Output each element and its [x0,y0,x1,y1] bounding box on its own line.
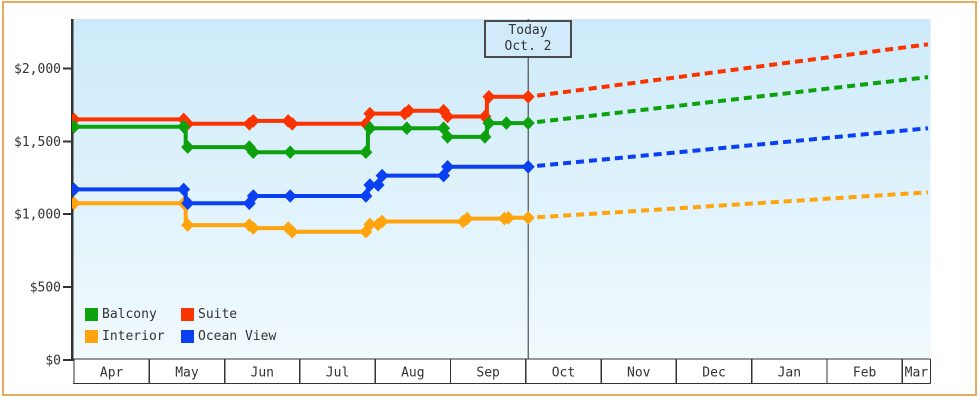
series-ocean-view-point [242,196,256,211]
series-ocean-view-point [72,182,81,197]
chart-legend: Balcony Suite Interior Ocean View [85,307,276,351]
y-tick-label: $1,000 [14,208,61,223]
series-suite-point [363,106,377,121]
series-ocean-view-point [363,178,377,192]
series-balcony-point [478,130,492,144]
series-balcony-forecast [536,75,929,124]
legend-swatch-icon [85,330,98,343]
series-suite-line [74,94,529,126]
series-suite-point [441,109,455,124]
series-balcony-point [181,140,195,154]
series-interior-point [501,211,515,225]
series-ocean-view-point [375,168,389,183]
legend-label: Balcony [102,307,157,322]
legend-item-balcony: Balcony [85,307,181,322]
series-balcony-point [359,145,373,159]
series-ocean-view-point [359,189,373,203]
month-label-feb: Feb [853,366,877,381]
series-interior-point [72,196,81,211]
series-balcony-point [363,121,377,135]
series-balcony-point [246,145,260,159]
today-label: Today [508,23,548,38]
legend-row: Interior Ocean View [85,329,276,344]
month-label-aug: Aug [401,366,424,381]
series-ocean-view-point [177,182,191,197]
y-tick-label: $500 [30,281,61,296]
series-balcony-point [400,121,414,135]
month-label-may: May [175,366,199,381]
series-suite-point [402,103,416,118]
series-suite-point [285,117,299,131]
month-label-jul: Jul [326,366,349,381]
series-suite-point [482,90,496,104]
legend-label: Ocean View [198,329,277,344]
month-label-jun: Jun [251,366,274,381]
series-ocean-view-point [441,160,455,174]
legend-item-ocean-view: Ocean View [181,329,276,344]
series-balcony-point [437,121,451,135]
series-balcony-point [441,130,455,144]
series-group [72,42,929,239]
series-ocean-view-point [283,189,297,203]
series-ocean-view-point [437,168,451,183]
series-ocean-view-point [521,160,535,174]
month-label-jan: Jan [778,366,801,381]
today-date: Oct. 2 [504,39,552,54]
series-suite-forecast [536,42,929,98]
series-ocean-view-point [181,196,195,211]
series-ocean-view-forecast [537,126,929,168]
month-label-dec: Dec [702,366,725,381]
series-interior-point [246,221,260,235]
series-ocean-view-point [246,189,260,203]
y-tick-label: $1,500 [14,135,61,150]
month-label-nov: Nov [627,366,651,381]
series-interior-point [359,224,373,239]
series-interior-point [521,211,535,225]
legend-swatch-icon [181,330,194,343]
legend-swatch-icon [85,308,98,321]
legend-item-interior: Interior [85,329,181,344]
series-suite-point [246,114,260,128]
series-interior-point [460,211,474,226]
y-tick-label: $0 [45,354,61,369]
legend-label: Interior [102,329,165,344]
series-interior-point [181,218,195,232]
legend-swatch-icon [181,308,194,321]
today-label-box: Today Oct. 2 [484,20,572,58]
month-label-oct: Oct [552,366,575,381]
month-label-mar: Mar [905,366,929,381]
series-interior-point [285,224,299,239]
series-balcony-point [72,119,81,134]
legend-label: Suite [198,307,238,322]
plot-area [73,19,931,359]
series-balcony-point [521,116,535,130]
series-balcony-point [283,145,297,159]
series-interior-forecast [537,190,929,220]
series-balcony-point [177,119,191,134]
series-balcony-point [499,116,513,130]
series-interior-point [375,214,389,229]
legend-row: Balcony Suite [85,307,276,322]
month-label-apr: Apr [100,366,124,381]
series-balcony-point [482,116,496,130]
month-label-sep: Sep [476,366,500,381]
series-suite-point [521,90,535,104]
y-tick-label: $2,000 [14,62,61,77]
legend-item-suite: Suite [181,307,237,322]
series-interior-point [363,217,377,232]
